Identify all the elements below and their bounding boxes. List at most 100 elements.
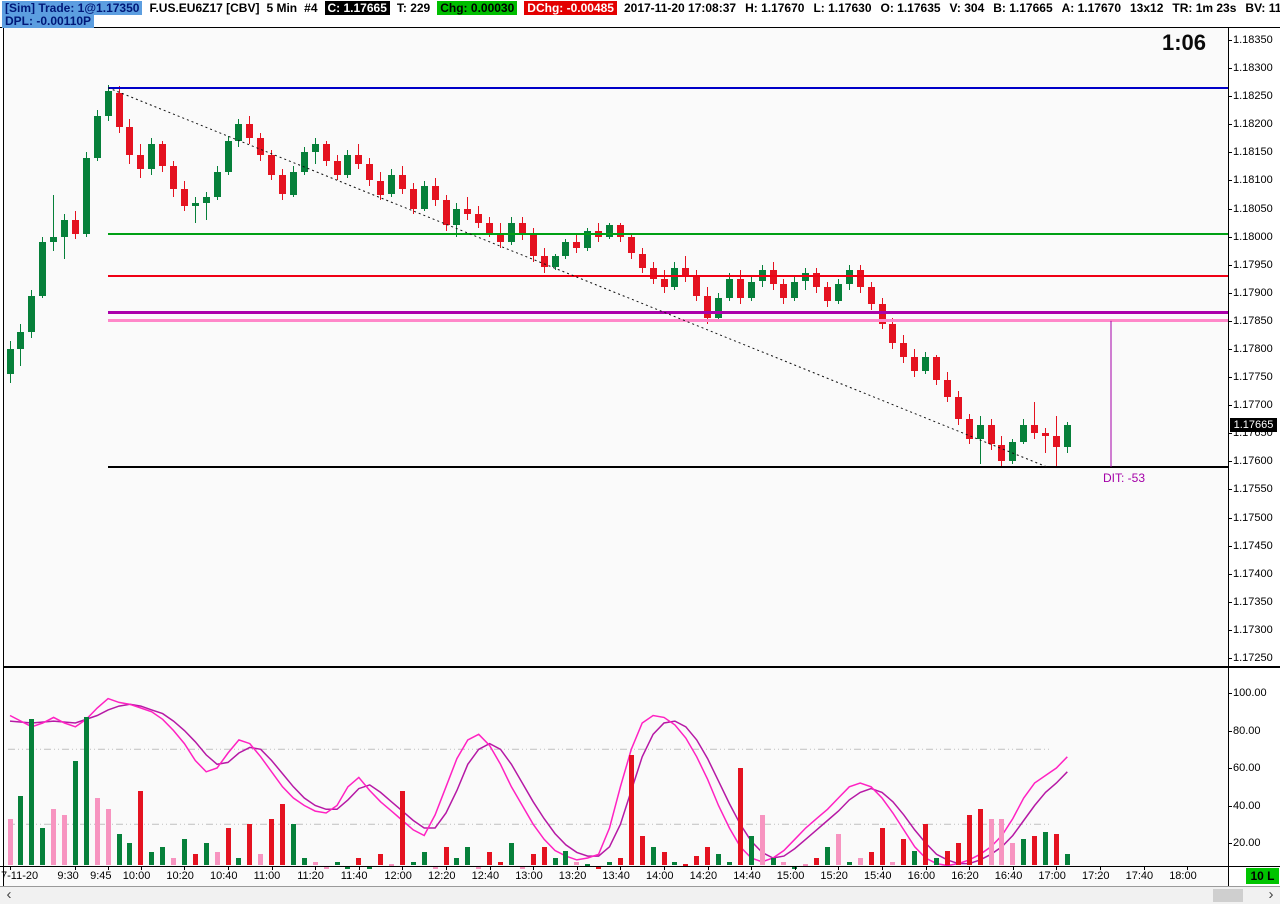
quote-stat-item: B: 1.17665	[993, 1, 1053, 15]
candlestick-bar	[409, 188, 417, 209]
time-axis-label: 17:40	[1125, 870, 1154, 882]
candlestick-bar	[780, 284, 788, 299]
scroll-right-arrow-icon[interactable]: ›	[1268, 886, 1274, 903]
time-axis-label: 12:00	[384, 870, 412, 882]
price-axis-label: 1.17550	[1233, 483, 1273, 496]
quote-stat-item: A: 1.17670	[1061, 1, 1121, 15]
quote-stat-item: 2017-11-20 17:08:37	[623, 1, 737, 15]
time-axis-tick	[358, 866, 360, 870]
candlestick-bar	[573, 242, 581, 248]
chart-background	[3, 28, 1229, 886]
red-level-line[interactable]	[108, 275, 1228, 277]
volume-bar	[334, 861, 340, 866]
volume-bar	[901, 839, 907, 866]
price-axis-tick	[1228, 349, 1232, 350]
volume-bar	[694, 856, 700, 865]
price-axis-label: 1.18350	[1233, 34, 1273, 46]
volume-bar	[955, 843, 961, 865]
volume-bar	[835, 833, 841, 865]
volume-bar	[661, 852, 667, 865]
time-axis-label: 10:00	[122, 870, 151, 882]
green-level-line[interactable]	[108, 232, 1228, 235]
volume-bar	[269, 818, 275, 865]
oscillator-axis-tick	[1228, 730, 1232, 732]
volume-bar	[879, 828, 885, 865]
candlestick-bar	[1031, 424, 1039, 434]
black-level-line[interactable]	[108, 466, 1228, 468]
price-axis-label: 1.17800	[1233, 343, 1273, 355]
candlestick-bar	[911, 357, 919, 372]
volume-bar	[345, 865, 351, 869]
volume-bar	[596, 865, 602, 869]
volume-bar	[18, 796, 24, 865]
daily-change-badge: DChg: -0.00485	[524, 1, 617, 15]
candlestick-bar	[649, 267, 657, 279]
volume-bar	[890, 861, 896, 866]
dpl-badge: DPL: -0.00110P	[2, 13, 95, 28]
candlestick-bar	[366, 163, 374, 181]
price-axis-tick	[1228, 517, 1232, 519]
volume-bar	[290, 824, 296, 866]
pink-level-line[interactable]	[108, 319, 1228, 323]
candlestick-bar	[638, 253, 646, 268]
volume-bar	[280, 803, 285, 865]
time-axis-tick	[533, 866, 535, 870]
candlestick-bar	[28, 295, 36, 333]
volume-bar	[421, 852, 427, 865]
volume-bar	[72, 760, 78, 865]
price-axis-tick	[1228, 292, 1232, 294]
change-badge: Chg: 0.00030	[437, 1, 518, 15]
time-axis-tick	[108, 866, 110, 870]
candlestick-bar	[1052, 436, 1060, 448]
horizontal-scrollbar[interactable]: ‹ ›	[0, 887, 1280, 904]
scroll-left-arrow-icon[interactable]: ‹	[6, 886, 12, 903]
price-axis-border	[1228, 28, 1229, 886]
candlestick-bar	[191, 202, 199, 206]
volume-bar	[192, 854, 198, 866]
candlestick-bar	[17, 332, 25, 349]
volume-bar	[356, 858, 362, 865]
time-axis-label: 15:00	[776, 870, 805, 882]
volume-bar	[737, 768, 743, 865]
volume-bar	[225, 828, 231, 865]
price-axis-label: 1.18100	[1233, 174, 1273, 187]
candlestick-bar	[704, 295, 712, 319]
candlestick-bar	[289, 172, 297, 195]
scrollbar-thumb[interactable]	[1213, 889, 1243, 902]
blue-session-high-line[interactable]	[108, 86, 1228, 89]
volume-bar	[726, 861, 732, 866]
candlestick-bar	[137, 155, 145, 170]
volume-bar	[149, 852, 155, 865]
volume-bar	[454, 858, 460, 865]
time-axis-label: 17:00	[1038, 870, 1066, 882]
volume-bar	[748, 835, 754, 865]
time-axis-label: 14:00	[646, 870, 674, 882]
price-axis-label: 1.17850	[1233, 314, 1273, 327]
time-axis-label: 10:40	[210, 870, 238, 882]
oscillator-axis-label: 40.00	[1233, 799, 1261, 812]
time-axis-border	[0, 866, 1280, 867]
chart-linking-badge[interactable]: 10 L	[1246, 868, 1279, 884]
time-axis-tick	[140, 866, 142, 870]
scrollbar-border	[0, 886, 1280, 887]
candlestick-bar	[791, 281, 799, 299]
candlestick-bar	[606, 225, 613, 237]
volume-bar	[1043, 831, 1048, 866]
volume-bar	[912, 850, 918, 865]
time-axis-tick	[707, 866, 709, 870]
time-axis-tick	[228, 866, 229, 870]
price-axis-label: 1.18300	[1233, 62, 1273, 75]
pane-divider[interactable]	[3, 666, 1280, 668]
candlestick-bar	[279, 174, 286, 195]
volume-bar	[607, 861, 612, 866]
volume-bar	[1010, 843, 1016, 865]
candlestick-bar	[377, 180, 385, 195]
volume-bar	[563, 850, 569, 865]
candlestick-bar	[889, 323, 897, 344]
price-axis-label: 1.18000	[1233, 230, 1273, 243]
volume-bar	[323, 865, 329, 869]
purple-level-line[interactable]	[108, 311, 1228, 314]
candlestick-bar	[235, 124, 243, 142]
volume-bar	[672, 861, 678, 866]
